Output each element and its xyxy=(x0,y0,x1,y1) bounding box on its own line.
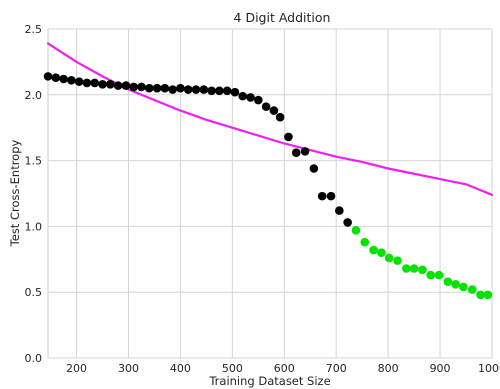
black-data-point xyxy=(59,74,68,84)
black-data-point xyxy=(152,83,162,93)
green-data-point xyxy=(393,256,402,265)
black-data-point xyxy=(317,191,327,201)
black-data-point xyxy=(238,91,248,101)
black-data-point xyxy=(309,164,319,173)
black-data-point xyxy=(326,191,336,201)
y-tick-label: 1.0 xyxy=(25,220,43,233)
black-data-point xyxy=(230,87,240,97)
black-data-point xyxy=(82,78,92,88)
x-tick-label: 500 xyxy=(222,362,243,375)
green-data-point xyxy=(360,237,370,247)
x-tick-label: 400 xyxy=(170,362,191,375)
y-tick-label: 0.5 xyxy=(25,286,43,299)
x-axis-label: Training Dataset Size xyxy=(208,374,330,388)
black-data-point xyxy=(199,85,209,94)
green-data-point xyxy=(426,270,436,280)
black-data-point xyxy=(113,81,123,90)
black-data-point xyxy=(98,79,107,89)
black-data-point xyxy=(269,106,279,115)
green-data-point xyxy=(459,282,468,292)
black-data-point xyxy=(106,79,115,89)
black-data-point xyxy=(129,82,138,92)
y-tick-labels: 0.0 0.5 1.0 1.5 2.0 2.5 xyxy=(25,23,43,365)
black-data-point xyxy=(183,85,193,94)
x-tick-label: 700 xyxy=(326,362,347,375)
x-tick-label: 300 xyxy=(118,362,139,375)
green-data-point xyxy=(434,270,444,280)
black-data-point xyxy=(275,112,285,122)
black-data-point xyxy=(254,95,263,105)
grid xyxy=(48,28,493,359)
y-tick-label: 1.5 xyxy=(25,155,43,168)
green-data-point xyxy=(402,264,411,273)
green-data-point xyxy=(377,248,386,258)
black-data-point xyxy=(121,81,131,90)
y-tick-label: 2.5 xyxy=(25,23,43,36)
black-data-point xyxy=(284,132,293,142)
black-data-point xyxy=(144,83,154,93)
x-tick-label: 800 xyxy=(378,362,399,375)
x-tick-label: 900 xyxy=(430,362,451,375)
black-data-point xyxy=(74,77,84,86)
green-data-point xyxy=(476,290,485,300)
black-data-point xyxy=(291,148,301,158)
black-data-point xyxy=(176,83,185,93)
black-data-point xyxy=(90,78,100,88)
green-data-point xyxy=(451,280,460,289)
black-data-point xyxy=(261,102,271,111)
green-data-point xyxy=(409,264,419,273)
green-data-point xyxy=(443,277,453,286)
black-data-point xyxy=(168,85,177,94)
x-tick-label: 200 xyxy=(66,362,87,375)
green-data-point xyxy=(483,290,493,300)
green-data-point xyxy=(467,285,477,294)
series xyxy=(43,42,494,300)
black-data-point xyxy=(43,72,53,81)
y-tick-label: 2.0 xyxy=(25,89,43,102)
green-data-point xyxy=(369,245,378,255)
black-data-point xyxy=(300,147,310,156)
black-data-point xyxy=(191,85,201,94)
green-data-point xyxy=(384,253,394,263)
black-data-point xyxy=(51,73,61,82)
green-data-point xyxy=(351,226,361,235)
green-data-point xyxy=(418,265,427,275)
black-data-point xyxy=(215,86,224,96)
chart-title: 4 Digit Addition xyxy=(234,10,331,25)
y-axis-label: Test Cross-Entropy xyxy=(8,139,22,247)
black-data-point xyxy=(160,83,170,93)
black-data-point xyxy=(246,93,255,102)
plot-area xyxy=(47,28,493,359)
black-data-point xyxy=(222,86,232,96)
y-tick-label: 0.0 xyxy=(25,352,43,365)
black-data-point xyxy=(335,206,344,215)
black-data-point xyxy=(67,76,76,85)
black-data-point xyxy=(343,218,352,227)
black-data-point xyxy=(137,82,146,92)
black-data-point xyxy=(207,86,216,96)
x-tick-label: 600 xyxy=(274,362,295,375)
